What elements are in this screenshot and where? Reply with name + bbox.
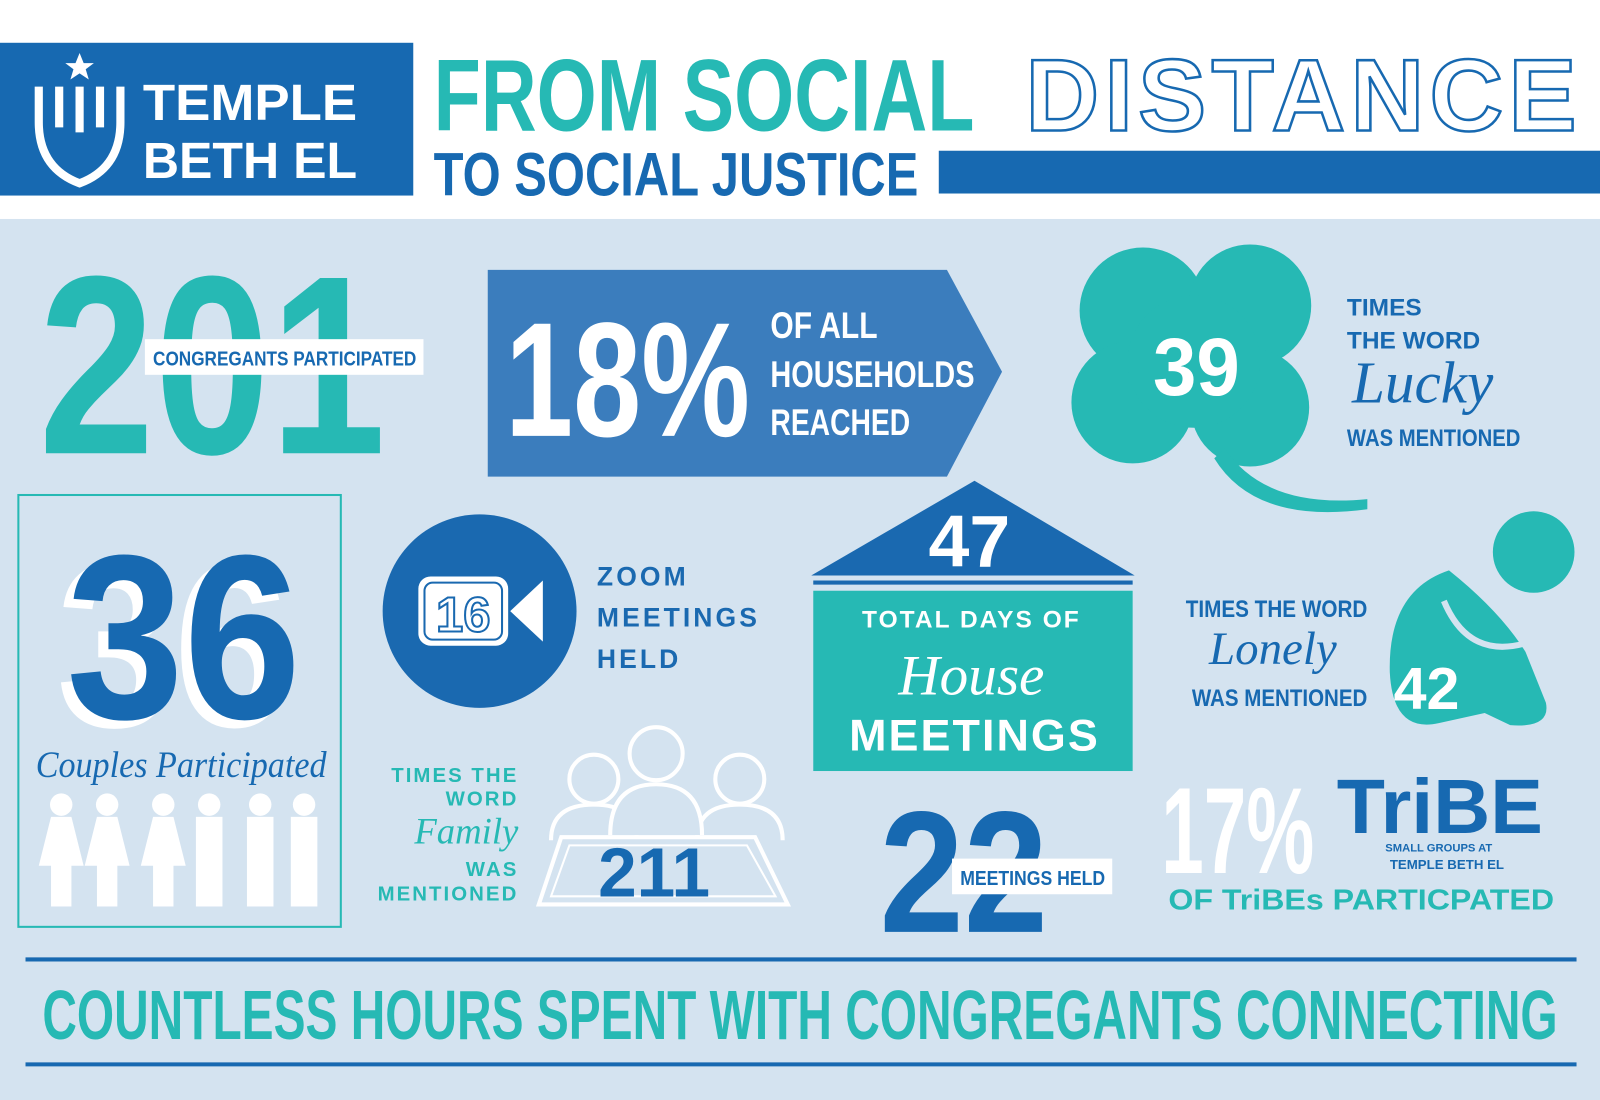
stat-number: 36 <box>66 506 301 768</box>
clover-stem <box>1214 448 1368 513</box>
stat-label: WAS MENTIONED <box>1347 425 1520 452</box>
stat-label: HELD <box>597 644 681 674</box>
label-bg <box>144 339 424 375</box>
shoulders <box>608 782 705 836</box>
couples-box <box>17 493 342 928</box>
stat-number: 18% <box>505 288 750 471</box>
person <box>290 816 318 907</box>
stat-label: THE WORD <box>1347 327 1480 354</box>
figure-arm <box>1441 599 1532 650</box>
figure-head <box>1492 511 1575 593</box>
stat-word: Lonely <box>1208 623 1337 675</box>
stat-label: TOTAL DAYS OF <box>862 606 1081 633</box>
footer-text: COUNTLESS HOURS SPENT WITH CONGREGANTS C… <box>42 976 1557 1054</box>
person <box>50 793 73 816</box>
stat-label: MEETINGS <box>849 710 1100 761</box>
person <box>38 816 84 866</box>
tribe-logo-text: SMALL GROUPS AT <box>1385 842 1492 854</box>
family-icon <box>535 725 792 907</box>
stat-word: Family <box>413 810 519 851</box>
person <box>84 816 130 866</box>
stat-word: House <box>897 645 1044 708</box>
title: FROM SOCIAL <box>434 38 975 152</box>
person <box>96 863 118 907</box>
stat-label: CONGREGANTS PARTICIPATED <box>153 349 416 371</box>
stat-label: WAS <box>466 859 519 881</box>
person <box>152 793 175 816</box>
person <box>51 863 72 907</box>
head <box>713 752 767 806</box>
logo-star <box>65 52 94 80</box>
stat-number-shadow: 36 <box>56 514 291 776</box>
stat-label: OF TriBEs PARTICPATED <box>1168 885 1554 917</box>
tribe-logo: TriBE <box>1337 764 1543 850</box>
stat-label: WORD <box>446 789 519 811</box>
people-icons <box>38 793 318 907</box>
person <box>248 793 272 816</box>
table-inner <box>549 844 778 898</box>
camera-body <box>418 576 509 646</box>
stat-label: TIMES THE <box>391 765 518 787</box>
camera-lens <box>510 580 543 642</box>
stat-number: 16 <box>436 589 490 643</box>
stat-word: Lucky <box>1351 349 1494 415</box>
stat-label: OF ALL <box>770 305 877 346</box>
stat-number: 17% <box>1161 762 1314 899</box>
stat-number: 47 <box>929 500 1011 582</box>
tribe-logo-text: TEMPLE BETH EL <box>1390 857 1504 872</box>
stat-label: Couples Participated <box>36 744 327 785</box>
logo-shape <box>55 86 105 133</box>
stat-label: TIMES THE WORD <box>1186 596 1368 623</box>
person <box>197 793 221 816</box>
stat-number: 211 <box>598 833 710 911</box>
head <box>627 725 685 783</box>
clover <box>1071 244 1368 513</box>
stat-label: HOUSEHOLDS <box>770 354 974 395</box>
person <box>153 863 174 907</box>
stat-label: MEETINGS HELD <box>960 868 1105 890</box>
house-roof <box>811 480 1135 576</box>
arrow <box>487 269 1003 477</box>
head <box>567 752 621 806</box>
stat-label: ZOOM <box>597 562 689 592</box>
stat-label: MEETINGS <box>597 602 760 632</box>
logo-text: BETH EL <box>143 132 357 189</box>
logo-mark <box>34 86 125 188</box>
person <box>140 816 186 866</box>
figure-body <box>1389 570 1547 726</box>
stat-number: 39 <box>1153 322 1240 413</box>
person <box>246 816 274 907</box>
title-sub: TO SOCIAL JUSTICE <box>434 141 919 209</box>
stat-label: WAS MENTIONED <box>1192 685 1368 712</box>
stat-label: MENTIONED <box>378 883 519 905</box>
camera-outline <box>423 581 504 641</box>
logo-shape <box>34 86 125 188</box>
stat-label: REACHED <box>770 402 910 443</box>
logo-text: TEMPLE <box>143 74 357 131</box>
label-bg <box>952 858 1113 895</box>
house-body <box>813 590 1133 772</box>
logo-box <box>0 42 414 196</box>
stat-label: TIMES <box>1347 295 1422 322</box>
lonely-figure <box>1389 511 1575 726</box>
clover-leaf <box>1127 295 1261 428</box>
title-bar <box>938 150 1600 194</box>
person <box>292 793 316 816</box>
table <box>535 835 792 907</box>
person <box>95 793 119 816</box>
person <box>195 816 223 907</box>
stat-number: 42 <box>1394 655 1460 722</box>
title-outline: DISTANCE <box>1026 38 1577 152</box>
